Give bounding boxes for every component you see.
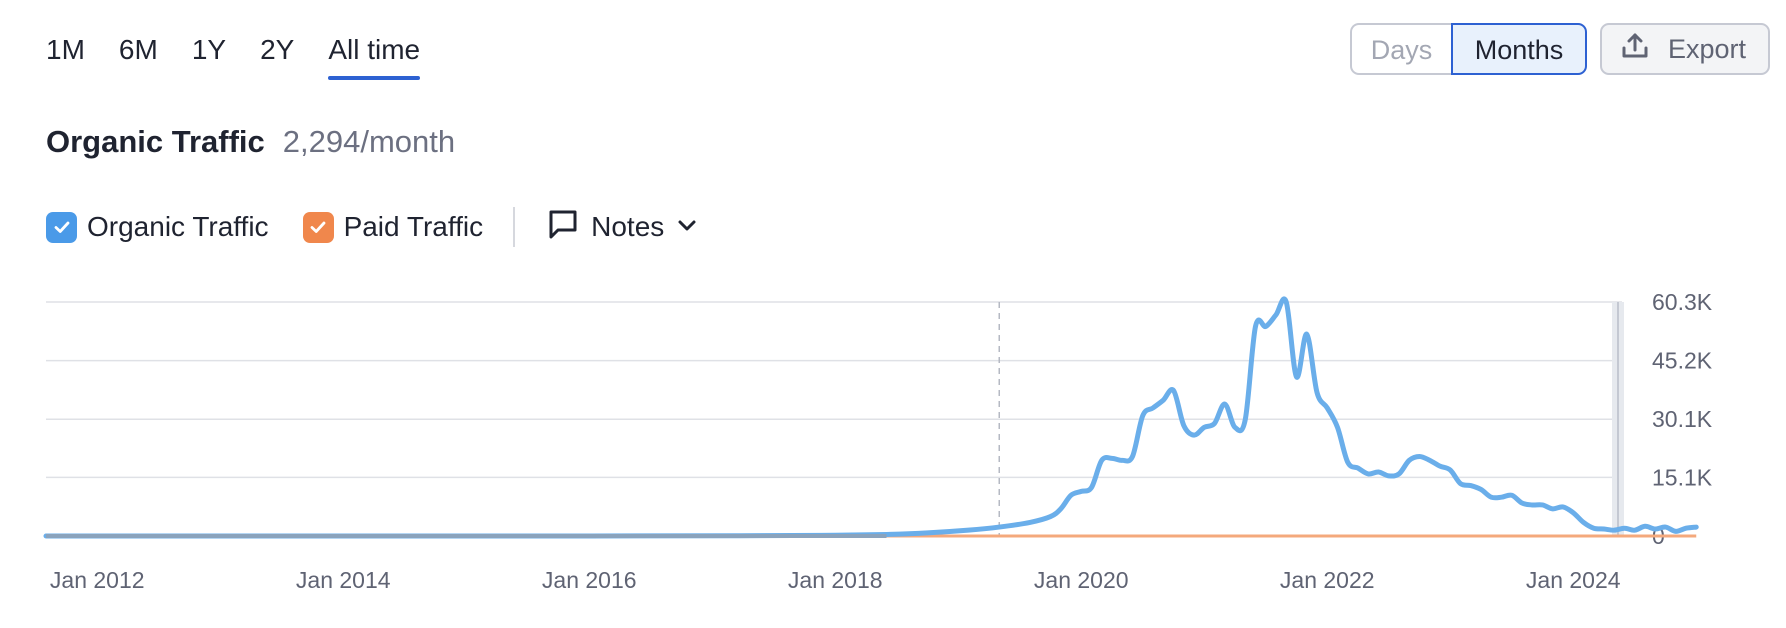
x-tick-label: Jan 2020 <box>1034 567 1129 593</box>
tab-2y[interactable]: 2Y <box>260 34 295 65</box>
legend-paid-label: Paid Traffic <box>343 211 484 242</box>
legend-organic-label: Organic Traffic <box>87 211 269 242</box>
chart-heading: Organic Traffic 2,294/month <box>46 124 455 160</box>
export-label: Export <box>1668 33 1747 64</box>
tab-6m[interactable]: 6M <box>118 34 158 65</box>
traffic-value: 2,294/month <box>282 124 456 159</box>
comment-icon <box>547 208 579 247</box>
check-icon <box>54 221 69 233</box>
x-tick-label: Jan 2014 <box>296 567 391 593</box>
y-tick-label: 15.1K <box>1652 464 1713 490</box>
legend: Organic Traffic Paid Traffic Notes <box>46 206 698 248</box>
granularity-toggle: Days Months <box>1350 23 1587 75</box>
days-button[interactable]: Days <box>1350 23 1451 75</box>
x-tick-label: Jan 2012 <box>50 567 145 593</box>
organic-checkbox[interactable] <box>46 211 77 243</box>
chevron-down-icon <box>676 211 698 243</box>
series-line-organic-traffic <box>43 296 1699 539</box>
notes-dropdown[interactable]: Notes <box>547 208 698 247</box>
tab-all-time[interactable]: All time <box>328 30 420 80</box>
months-button[interactable]: Months <box>1451 23 1587 75</box>
check-icon <box>310 221 326 233</box>
y-tick-label: 45.2K <box>1652 348 1713 374</box>
x-tick-label: Jan 2016 <box>542 567 637 593</box>
y-tick-label: 60.3K <box>1652 289 1713 315</box>
upload-icon <box>1620 31 1650 68</box>
y-tick-label: 30.1K <box>1652 406 1713 432</box>
paid-checkbox[interactable] <box>302 211 334 243</box>
x-tick-label: Jan 2024 <box>1526 567 1621 593</box>
page-title: Organic Traffic <box>46 124 265 159</box>
notes-label: Notes <box>591 211 665 242</box>
legend-organic-traffic[interactable]: Organic Traffic <box>46 211 269 243</box>
x-tick-label: Jan 2018 <box>788 567 883 593</box>
legend-divider <box>513 207 516 247</box>
x-tick-label: Jan 2022 <box>1280 567 1375 593</box>
export-button[interactable]: Export <box>1600 23 1770 75</box>
period-tabs: 1M 6M 1Y 2Y All time <box>46 30 454 82</box>
legend-paid-traffic[interactable]: Paid Traffic <box>302 211 484 243</box>
tab-1m[interactable]: 1M <box>46 34 85 65</box>
tab-1y[interactable]: 1Y <box>191 34 227 65</box>
